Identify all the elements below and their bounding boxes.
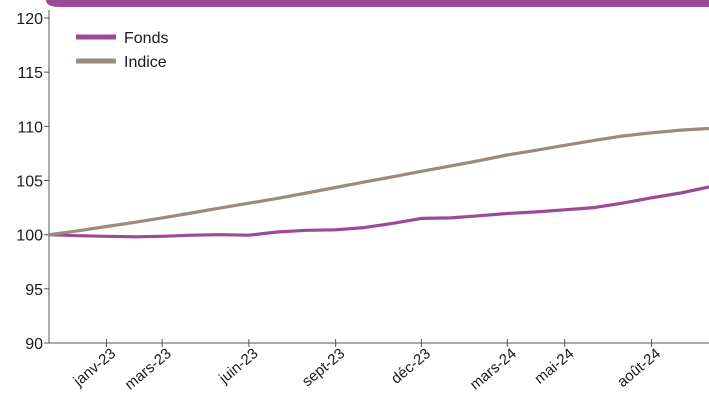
series-line-fonds [47, 185, 709, 239]
y-tick-label: 100 [16, 228, 43, 245]
y-tick-label: 90 [25, 336, 43, 353]
y-axis: 90 95 100 105 110 115 120 [16, 10, 50, 353]
x-tick-label: mai-24 [531, 345, 577, 388]
series-layer [47, 126, 709, 239]
series-line-indice [47, 126, 709, 237]
x-tick-label: janv-23 [70, 345, 119, 390]
x-tick-label: sept-23 [299, 345, 348, 390]
x-tick-label: août-24 [614, 345, 664, 391]
y-tick-label: 105 [16, 174, 43, 191]
y-tick-label: 110 [17, 119, 43, 136]
legend-label: Indice [124, 54, 167, 71]
legend: Fonds Indice [76, 30, 168, 71]
x-tick-label: déc-23 [388, 345, 434, 388]
x-tick-label: mars-24 [467, 345, 520, 393]
x-tick-label: juin-23 [215, 345, 261, 388]
y-tick-label: 115 [17, 65, 43, 82]
x-axis: janv-23 mars-23 juin-23 sept-23 déc-23 mars-2… [49, 339, 709, 393]
y-tick-label: 120 [16, 11, 43, 28]
y-tick-label: 95 [25, 282, 43, 299]
legend-label: Fonds [124, 30, 168, 47]
x-tick-label: mars-23 [122, 345, 175, 393]
top-band [46, 0, 709, 7]
